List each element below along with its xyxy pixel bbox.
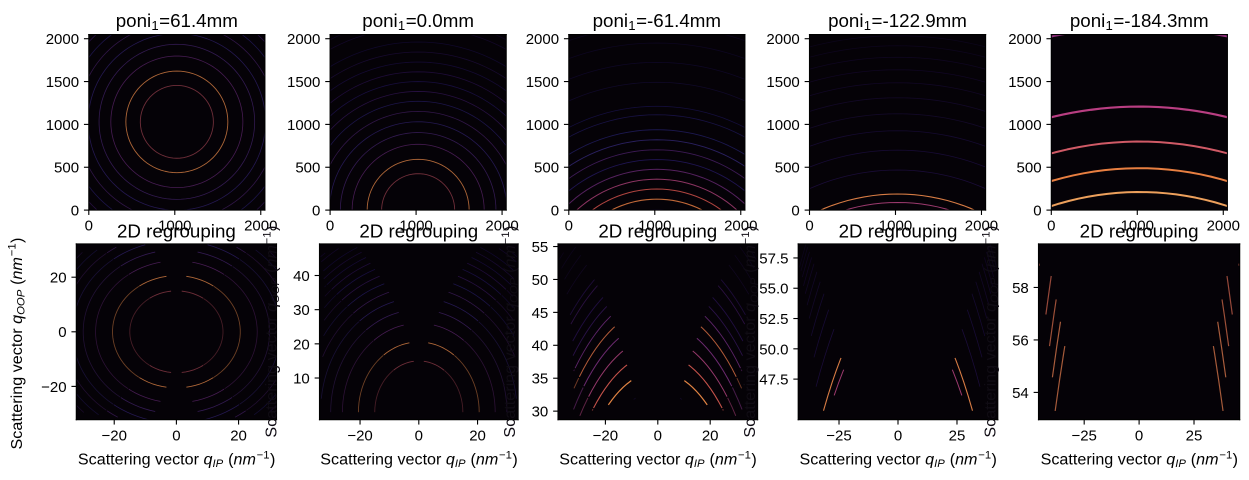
- svg-text:20: 20: [230, 427, 247, 444]
- svg-text:S c a t: S c a t t e r i n g v e c t o r ( ) q n: [799, 438, 1003, 472]
- svg-text:−20: −20: [347, 427, 372, 444]
- svg-text:2000: 2000: [965, 218, 998, 235]
- svg-text:2000: 2000: [526, 31, 559, 48]
- svg-text:0: 0: [791, 203, 799, 220]
- svg-text:2000: 2000: [485, 218, 518, 235]
- svg-text:S c a t: S c a t t e r i n g v e c t o r ( ) q n: [969, 219, 1003, 437]
- svg-text:30: 30: [293, 302, 310, 319]
- svg-text:25: 25: [949, 427, 966, 444]
- svg-text:1000: 1000: [399, 218, 432, 235]
- svg-text:2000: 2000: [1207, 218, 1240, 235]
- svg-text:54: 54: [1012, 385, 1029, 402]
- svg-text:10: 10: [293, 370, 310, 387]
- svg-text:500: 500: [295, 160, 320, 177]
- svg-text:0: 0: [85, 218, 93, 235]
- svg-text:1000: 1000: [879, 218, 912, 235]
- svg-text:−25: −25: [1071, 427, 1096, 444]
- svg-text:2D regrouping: 2D regrouping: [359, 221, 478, 242]
- svg-text:p o n i: p o n i = - 6 1 . 4 m m 1: [593, 7, 728, 33]
- svg-text:2D regrouping: 2D regrouping: [117, 221, 236, 242]
- svg-text:−20: −20: [593, 427, 618, 444]
- svg-text:p o n i: p o n i = - 1 8 4 . 3 m m 1: [1070, 7, 1215, 33]
- svg-text:S c a t: S c a t t e r i n g v e c t o r ( ) q n: [78, 438, 282, 472]
- svg-text:0: 0: [654, 427, 662, 444]
- svg-text:0: 0: [551, 203, 559, 220]
- svg-text:S c a t: S c a t t e r i n g v e c t o r ( ) q n: [489, 219, 523, 437]
- svg-text:57.5: 57.5: [759, 250, 788, 267]
- svg-text:1500: 1500: [766, 74, 799, 91]
- svg-text:500: 500: [54, 160, 79, 177]
- svg-text:0: 0: [1033, 203, 1041, 220]
- svg-text:52.5: 52.5: [759, 311, 788, 328]
- svg-text:2000: 2000: [766, 31, 799, 48]
- svg-text:0: 0: [894, 427, 902, 444]
- svg-text:500: 500: [534, 160, 559, 177]
- svg-text:0: 0: [58, 324, 66, 341]
- svg-text:0: 0: [1047, 218, 1055, 235]
- svg-text:S c a t: S c a t t e r i n g v e c t o r ( ) q n: [729, 219, 763, 437]
- svg-text:1500: 1500: [526, 74, 559, 91]
- svg-text:−25: −25: [826, 427, 851, 444]
- svg-text:25: 25: [1186, 427, 1203, 444]
- svg-text:20: 20: [50, 270, 67, 287]
- svg-text:S c a t: S c a t t e r i n g v e c t o r ( ) q n: [320, 438, 524, 472]
- svg-text:2000: 2000: [244, 218, 277, 235]
- svg-text:1000: 1000: [1121, 218, 1154, 235]
- svg-text:40: 40: [532, 338, 549, 355]
- svg-text:500: 500: [775, 160, 800, 177]
- svg-text:50: 50: [532, 272, 549, 289]
- svg-text:1000: 1000: [526, 117, 559, 134]
- svg-text:45: 45: [532, 305, 549, 322]
- svg-text:20: 20: [702, 427, 719, 444]
- svg-text:55.0: 55.0: [759, 281, 788, 298]
- svg-text:1000: 1000: [287, 117, 320, 134]
- svg-text:2000: 2000: [46, 31, 79, 48]
- svg-text:0: 0: [415, 427, 423, 444]
- svg-text:2000: 2000: [1008, 31, 1041, 48]
- svg-text:2D regrouping: 2D regrouping: [839, 221, 958, 242]
- svg-text:1000: 1000: [638, 218, 671, 235]
- svg-text:2D regrouping: 2D regrouping: [1080, 221, 1199, 242]
- svg-text:S c a t: S c a t t e r i n g v e c t o r ( ) q n: [1041, 438, 1245, 472]
- svg-text:0: 0: [805, 218, 813, 235]
- svg-text:20: 20: [293, 336, 310, 353]
- svg-text:58: 58: [1012, 280, 1029, 297]
- svg-text:30: 30: [532, 404, 549, 421]
- svg-text:p o n i: p o n i = 0 . 0 m m 1: [362, 7, 480, 33]
- svg-text:1000: 1000: [46, 117, 79, 134]
- svg-text:0: 0: [1135, 427, 1143, 444]
- svg-text:p o n i: p o n i = - 1 2 2 . 9 m m 1: [828, 7, 973, 33]
- svg-text:55: 55: [532, 239, 549, 256]
- svg-text:S c a t: S c a t t e r i n g v e c t o r ( ) q n: [250, 219, 284, 437]
- svg-text:1500: 1500: [287, 74, 320, 91]
- svg-text:0: 0: [172, 427, 180, 444]
- svg-text:1000: 1000: [1008, 117, 1041, 134]
- svg-text:1500: 1500: [46, 74, 79, 91]
- svg-text:500: 500: [1017, 160, 1042, 177]
- svg-text:1000: 1000: [766, 117, 799, 134]
- svg-text:2000: 2000: [287, 31, 320, 48]
- svg-text:0: 0: [565, 218, 573, 235]
- svg-text:−20: −20: [41, 379, 66, 396]
- svg-text:2D regrouping: 2D regrouping: [598, 221, 717, 242]
- svg-text:0: 0: [71, 203, 79, 220]
- svg-text:S c a t: S c a t t e r i n g v e c t o r ( ) q n: [0, 231, 29, 449]
- svg-text:0: 0: [312, 203, 320, 220]
- svg-text:56: 56: [1012, 332, 1029, 349]
- svg-text:S c a t: S c a t t e r i n g v e c t o r ( ) q n: [559, 438, 763, 472]
- svg-text:20: 20: [469, 427, 486, 444]
- svg-text:1000: 1000: [158, 218, 191, 235]
- svg-text:47.5: 47.5: [759, 372, 788, 389]
- svg-text:40: 40: [293, 268, 310, 285]
- svg-text:p o n i: p o n i = 6 1 . 4 m m 1: [116, 7, 244, 33]
- svg-text:50.0: 50.0: [759, 341, 788, 358]
- svg-text:1500: 1500: [1008, 74, 1041, 91]
- svg-text:35: 35: [532, 371, 549, 388]
- svg-text:−20: −20: [101, 427, 126, 444]
- svg-text:0: 0: [326, 218, 334, 235]
- svg-text:2000: 2000: [724, 218, 757, 235]
